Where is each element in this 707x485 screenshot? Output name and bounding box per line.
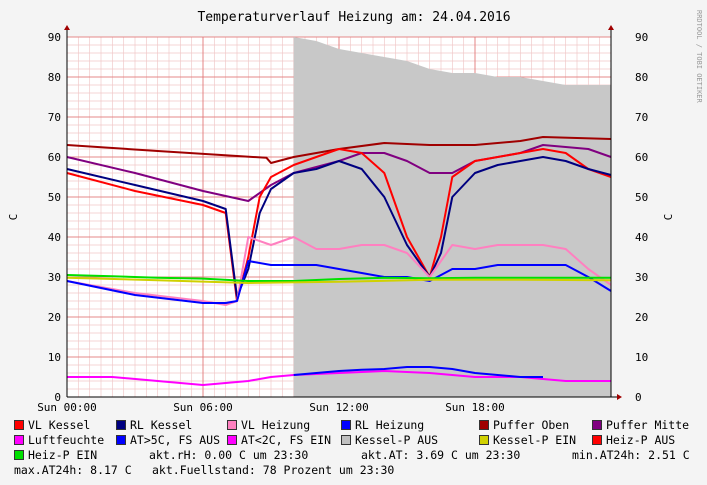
stat-outside-temp: akt.AT: 3.69 C um 23:30 <box>361 448 521 462</box>
series-puffer-oben <box>66 136 612 164</box>
y-tick-label: 80 <box>48 71 61 84</box>
legend-label: Heiz-P AUS <box>606 433 676 447</box>
x-tick-label: Sun 18:00 <box>445 401 505 414</box>
legend-swatch <box>14 420 24 430</box>
y-axis-right-arrow <box>608 25 614 30</box>
legend-label: Puffer Oben <box>493 418 570 432</box>
y-tick-label-right: 70 <box>635 111 648 124</box>
legend-label: Luftfeuchte <box>28 433 105 447</box>
series-heiz-p-ein <box>66 274 611 282</box>
y-tick-label-right: 30 <box>635 271 648 284</box>
x-tick-label: Sun 00:00 <box>37 401 97 414</box>
legend-item: Puffer Mitte <box>592 418 689 433</box>
y-axis-arrow <box>64 25 70 30</box>
legend-label: RL Heizung <box>355 418 425 432</box>
legend-swatch <box>341 435 351 445</box>
legend-label: Kessel-P AUS <box>355 433 439 447</box>
y-tick-label: 60 <box>48 151 61 164</box>
y-tick-label: 0 <box>54 391 61 404</box>
legend-swatch <box>479 420 489 430</box>
y-tick-label-right: 50 <box>635 191 648 204</box>
x-axis-arrow <box>617 394 622 400</box>
series-kessel-p-ein <box>66 276 612 284</box>
legend-item: Kessel-P AUS <box>341 433 438 448</box>
legend-swatch <box>227 420 237 430</box>
legend-item: VL Kessel <box>14 418 90 433</box>
legend-item: RL Heizung <box>341 418 424 433</box>
legend-item: Heiz-P AUS <box>592 433 675 448</box>
legend-swatch <box>116 420 126 430</box>
legend-item: Kessel-P EIN <box>479 433 576 448</box>
legend-swatch <box>592 435 602 445</box>
y-tick-label-right: 20 <box>635 311 648 324</box>
stat-min-temp: min.AT24h: 2.51 C <box>572 448 690 462</box>
y-tick-label-right: 10 <box>635 351 648 364</box>
legend-item: AT>5C, FS AUS <box>116 433 220 448</box>
legend-swatch <box>592 420 602 430</box>
series-at-5c-fs-aus <box>293 366 543 378</box>
y-tick-label-right: 90 <box>635 31 648 44</box>
y-tick-label: 70 <box>48 111 61 124</box>
y-axis-label: C <box>7 214 20 221</box>
legend-item: AT<2C, FS EIN <box>227 433 331 448</box>
chart-title: Temperaturverlauf Heizung am: 24.04.2016 <box>197 10 510 25</box>
x-tick-label: Sun 06:00 <box>173 401 233 414</box>
stat-fill-level: akt.Fuellstand: 78 Prozent um 23:30 <box>152 463 395 477</box>
legend-label: Puffer Mitte <box>606 418 690 432</box>
temperature-chart: Temperaturverlauf Heizung am: 24.04.2016… <box>7 10 703 414</box>
y-tick-label-right: 40 <box>635 231 648 244</box>
y-tick-label-right: 0 <box>635 391 642 404</box>
legend-swatch <box>341 420 351 430</box>
legend-item: Puffer Oben <box>479 418 569 433</box>
legend-label: Kessel-P EIN <box>493 433 577 447</box>
legend-label: VL Heizung <box>241 418 311 432</box>
y-tick-label: 40 <box>48 231 61 244</box>
legend-swatch <box>479 435 489 445</box>
stat-max-temp: max.AT24h: 8.17 C <box>14 463 132 477</box>
stat-humidity: akt.rH: 0.00 C um 23:30 <box>149 448 309 462</box>
legend-item: RL Kessel <box>116 418 192 433</box>
legend-label: AT>5C, FS AUS <box>130 433 221 447</box>
legend-swatch <box>14 435 24 445</box>
y-tick-label: 50 <box>48 191 61 204</box>
x-tick-label: Sun 12:00 <box>309 401 369 414</box>
legend-swatch <box>227 435 237 445</box>
legend-swatch <box>116 435 126 445</box>
y-tick-label: 30 <box>48 271 61 284</box>
series-kessel-p-aus <box>293 37 611 397</box>
legend-label: RL Kessel <box>130 418 193 432</box>
legend-label: VL Kessel <box>28 418 91 432</box>
y-tick-label: 90 <box>48 31 61 44</box>
legend-label: Heiz-P EIN <box>28 448 98 462</box>
y-tick-label: 10 <box>48 351 61 364</box>
series-rl-heizung <box>66 260 612 304</box>
series-puffer-mitte <box>66 144 612 202</box>
y-axis-label-right: C <box>662 214 675 221</box>
legend-item: Luftfeuchte <box>14 433 104 448</box>
legend-item: Heiz-P EIN <box>14 448 97 463</box>
y-tick-label: 20 <box>48 311 61 324</box>
legend-item: VL Heizung <box>227 418 310 433</box>
y-tick-label-right: 60 <box>635 151 648 164</box>
legend: VL Kessel RL Kessel VL Heizung RL Heizung Pu… <box>14 418 704 478</box>
legend-swatch <box>14 450 24 460</box>
y-tick-label-right: 80 <box>635 71 648 84</box>
legend-label: AT<2C, FS EIN <box>241 433 332 447</box>
watermark: RRDTOOL / TOBI OETIKER <box>695 10 703 104</box>
